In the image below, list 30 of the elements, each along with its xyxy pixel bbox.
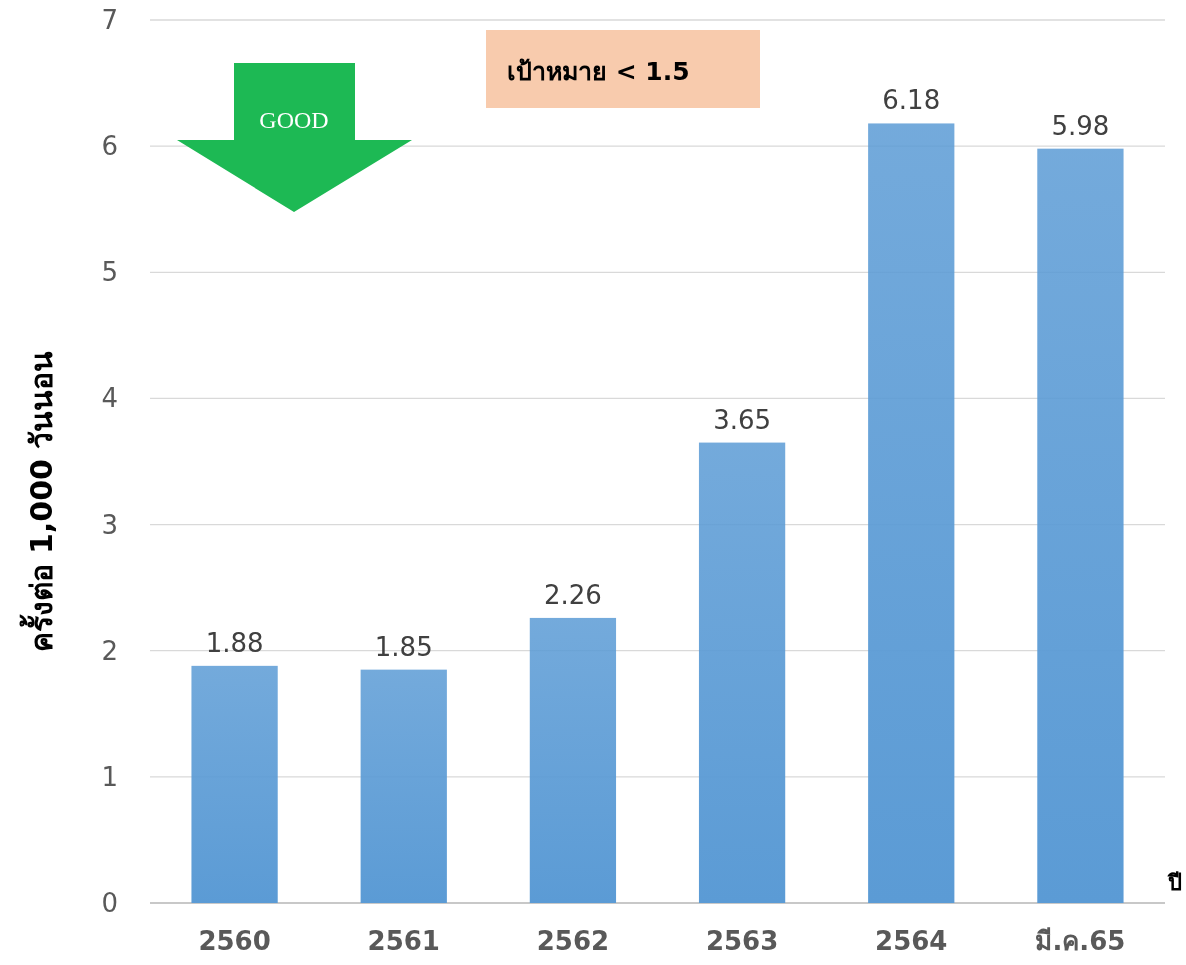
annotation: เป้าหมาย < 1.5	[507, 57, 690, 86]
y-tick-label: 5	[101, 257, 118, 288]
data-label: 6.18	[882, 85, 941, 116]
data-label: 5.98	[1051, 110, 1110, 141]
y-tick-label: 2	[101, 635, 118, 666]
x-tick-label: 2563	[705, 926, 779, 956]
y-tick-label: 6	[101, 131, 118, 162]
bar	[1037, 148, 1124, 903]
x-tick-label: 2564	[875, 926, 948, 956]
x-tick-label: 2561	[367, 926, 440, 956]
bar	[360, 669, 447, 903]
y-tick-label: 0	[101, 888, 118, 918]
bar	[191, 665, 278, 903]
bar	[529, 617, 617, 903]
x-tick-label: 2562	[536, 926, 610, 956]
x-tick-label: มี.ค.65	[1035, 926, 1126, 956]
data-label: 2.26	[543, 579, 602, 610]
data-label: 3.65	[713, 404, 772, 435]
bar	[868, 123, 955, 903]
data-label: 1.88	[205, 627, 264, 658]
x-tick-label: 2560	[198, 926, 271, 956]
data-label: 1.85	[374, 631, 433, 662]
x-axis-title: ปี	[1167, 870, 1182, 895]
y-tick-label: 1	[101, 761, 118, 792]
annotation: GOOD	[259, 107, 329, 133]
y-tick-label: 7	[101, 5, 118, 35]
y-tick-label: 4	[101, 383, 118, 414]
y-axis-title: ครั้งต่อ 1,000 วันนอน	[19, 350, 59, 653]
bar	[698, 442, 786, 903]
y-tick-label: 3	[101, 509, 118, 540]
